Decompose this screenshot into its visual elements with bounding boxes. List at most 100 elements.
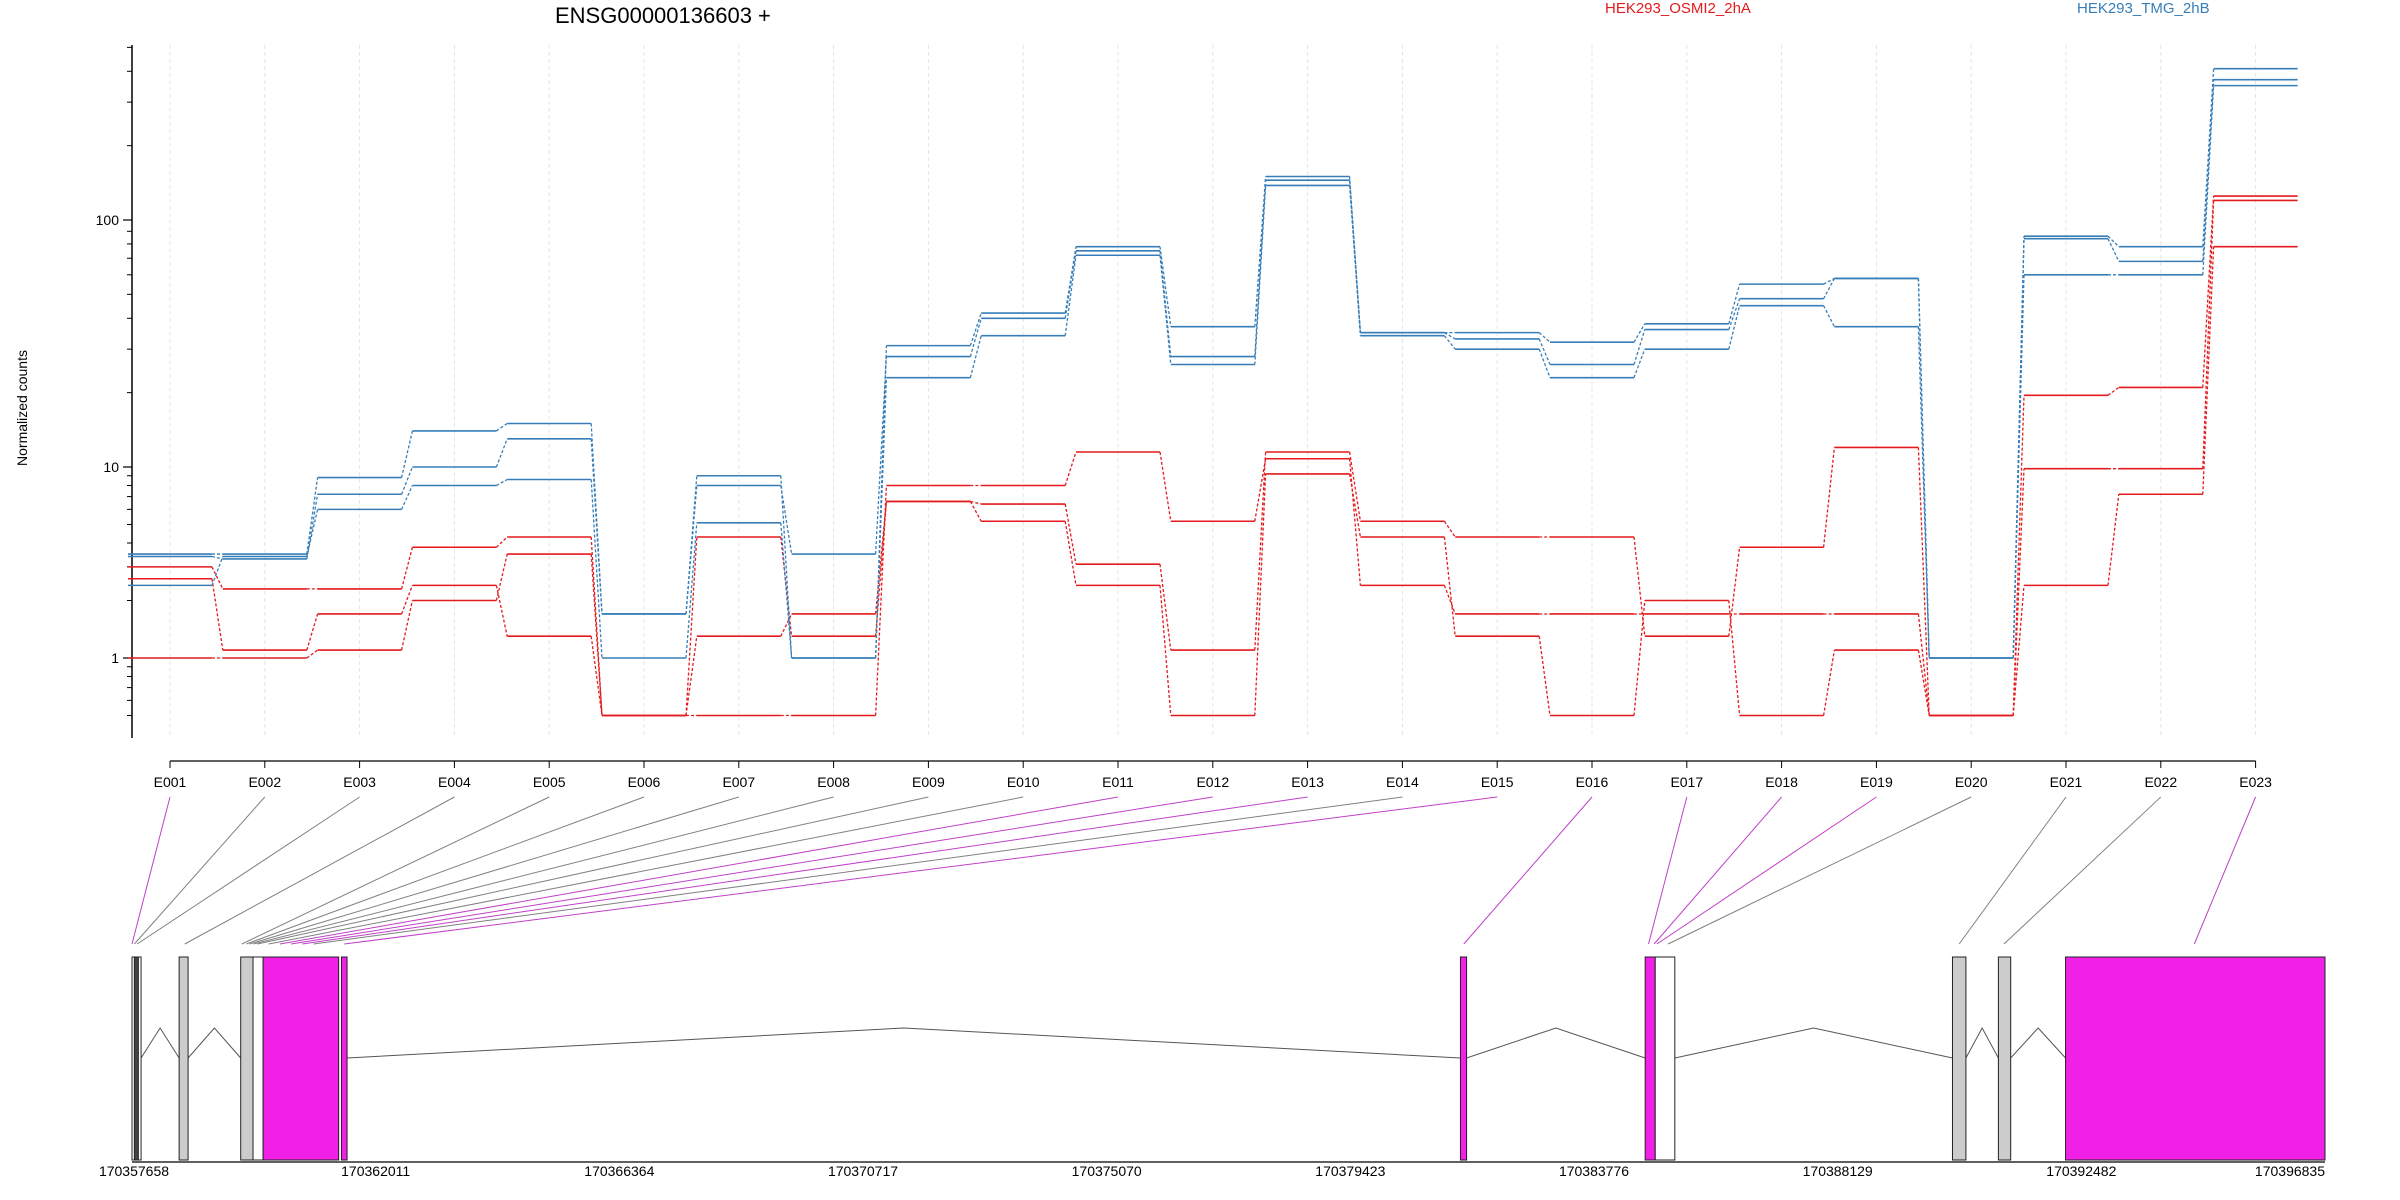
series-connector xyxy=(306,509,319,557)
exon-link-e010 xyxy=(268,796,1024,945)
series-connector xyxy=(496,478,508,487)
series-connector xyxy=(1633,329,1646,365)
series-connector xyxy=(1064,521,1077,586)
y-tick-label: 1 xyxy=(111,650,119,666)
series-connector xyxy=(2012,585,2025,716)
gene-model xyxy=(131,956,2326,1161)
x-tick-label-e021: E021 xyxy=(2050,774,2083,790)
series-connector xyxy=(1443,520,1456,538)
coord-tick-label: 170388129 xyxy=(1803,1163,1873,1179)
x-tick-label-e010: E010 xyxy=(1007,774,1040,790)
series-connector xyxy=(2012,274,2025,659)
exon-link-e020 xyxy=(1667,796,1972,945)
series-connector xyxy=(1064,255,1077,336)
coord-tick-label: 170375070 xyxy=(1072,1163,1142,1179)
series-connector xyxy=(1443,335,1456,350)
vertical-gridlines xyxy=(169,45,2257,738)
series-connector xyxy=(2107,494,2120,586)
series-connector xyxy=(874,356,888,555)
series-connector xyxy=(874,377,888,659)
series-connector xyxy=(1159,246,1172,327)
series-connector xyxy=(780,536,793,637)
exon-link-e002 xyxy=(133,796,266,945)
series-connector xyxy=(1728,283,1741,324)
series-connector xyxy=(1159,564,1172,651)
exon-block xyxy=(340,956,348,1161)
exon-block xyxy=(1997,956,2012,1161)
series-connector xyxy=(2107,386,2120,396)
series-connector xyxy=(969,312,982,346)
x-tick-label-e020: E020 xyxy=(1955,774,1988,790)
series-connector xyxy=(1254,473,1267,716)
series-connector xyxy=(969,501,982,522)
series-connector xyxy=(1917,278,1930,659)
x-axis: E001 E002 E003 E004 E005 E006 E007 E008 E009 E010… xyxy=(154,760,2272,790)
series-connector xyxy=(685,522,698,659)
exon-link-e014 xyxy=(313,796,1403,945)
coord-tick-label: 170366364 xyxy=(584,1163,654,1179)
legend-entry-osmi2: HEK293_OSMI2_2hA xyxy=(1605,0,1751,17)
series-connector xyxy=(1064,250,1077,319)
x-tick-label-e011: E011 xyxy=(1102,774,1134,790)
exon-link-e007 xyxy=(249,796,739,945)
intron-line xyxy=(1466,1027,1646,1059)
x-tick-label-e023: E023 xyxy=(2239,774,2272,790)
series-connector xyxy=(495,536,508,548)
exon-block xyxy=(1951,956,1967,1161)
x-tick-label-e012: E012 xyxy=(1196,774,1229,790)
x-tick-label-e005: E005 xyxy=(533,774,566,790)
series-connector xyxy=(1254,458,1267,522)
exon-block xyxy=(262,956,340,1161)
x-tick-label-e017: E017 xyxy=(1670,774,1703,790)
exon-link-e015 xyxy=(344,796,1498,945)
exon-link-e001 xyxy=(131,796,171,945)
series-connector xyxy=(495,585,508,637)
series-connector xyxy=(1822,447,1836,548)
exon-block xyxy=(133,956,139,1161)
series-connector xyxy=(1633,348,1646,378)
intron-line xyxy=(140,1027,180,1059)
intron-line xyxy=(347,1027,1461,1059)
series-connector xyxy=(1538,332,1551,343)
series-connector xyxy=(969,335,982,378)
series-connector xyxy=(495,553,508,601)
series-connector xyxy=(2107,235,2120,248)
coord-tick-label: 170370717 xyxy=(828,1163,898,1179)
series-connector xyxy=(685,485,698,615)
series-connector xyxy=(970,500,982,505)
exon-link-e005 xyxy=(241,796,550,945)
series-connector xyxy=(1728,600,1741,716)
exon-link-e004 xyxy=(184,796,455,945)
series-connector xyxy=(1917,613,1930,716)
series-connector xyxy=(780,485,793,555)
series-connector xyxy=(1917,649,1930,716)
exon-link-e006 xyxy=(246,796,645,945)
series-connector xyxy=(400,585,414,615)
series-connector xyxy=(211,566,224,590)
y-tick-label: 100 xyxy=(96,212,120,228)
series-connector xyxy=(590,636,603,716)
x-tick-label-e016: E016 xyxy=(1576,774,1609,790)
series-connector xyxy=(1348,176,1362,333)
exon-block xyxy=(1644,956,1656,1161)
series-connector xyxy=(306,494,319,560)
series-connector xyxy=(1159,585,1172,716)
x-tick-label-e022: E022 xyxy=(2144,774,2177,790)
series-connector xyxy=(1728,305,1741,350)
exon-link-e008 xyxy=(253,796,834,945)
exon-link-e012 xyxy=(291,796,1213,945)
series-connector xyxy=(400,600,414,651)
series-connector xyxy=(2202,196,2215,388)
coord-tick-label: 170379423 xyxy=(1315,1163,1385,1179)
series-connector xyxy=(1159,250,1172,357)
series-connector xyxy=(2012,395,2025,716)
series-connector xyxy=(1348,185,1362,336)
exon-link-e021 xyxy=(1958,796,2067,945)
series-connector xyxy=(1633,600,1646,716)
series-connector xyxy=(1064,246,1077,314)
series-connector xyxy=(1917,326,1930,659)
series-6 xyxy=(128,84,2298,659)
series-connector xyxy=(1823,277,1835,285)
genomic-coordinate-axis: 170357658 170362011 170366364 170370717 1703… xyxy=(99,1161,2325,1179)
